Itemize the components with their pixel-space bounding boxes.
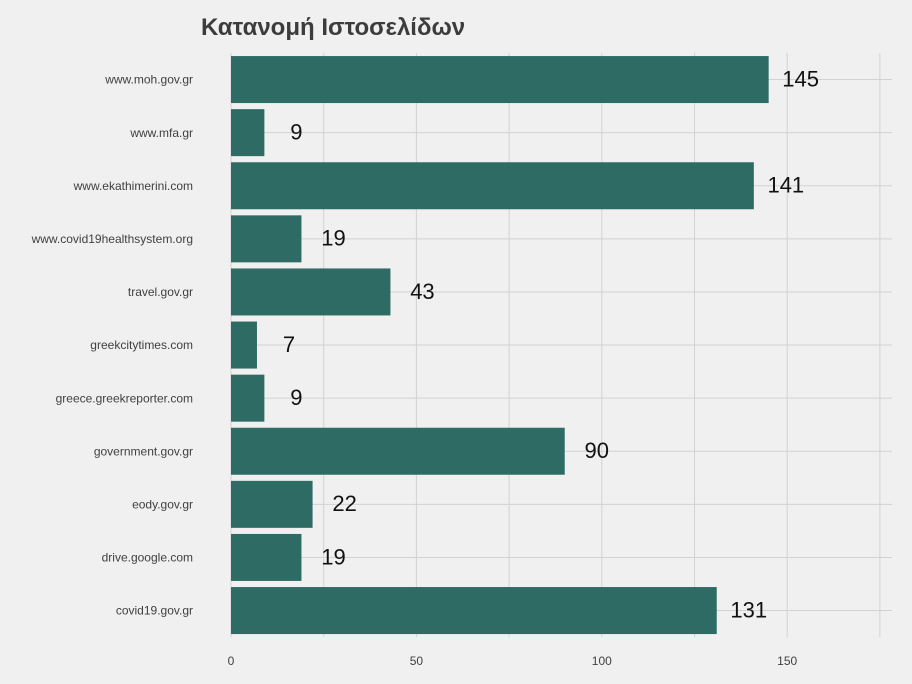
bar	[231, 109, 265, 157]
chart-title: Κατανομή Ιστοσελίδων	[201, 14, 466, 41]
x-tick-labels: 0 50 100 150	[228, 654, 798, 668]
y-tick-label: www.covid19healthsystem.org	[31, 232, 193, 246]
bar	[231, 427, 565, 475]
data-label: 43	[410, 279, 434, 304]
y-tick-label: government.gov.gr	[94, 444, 193, 458]
data-label: 9	[290, 119, 302, 144]
x-tick-label: 50	[410, 654, 424, 668]
y-tick-label: www.ekathimerini.com	[73, 179, 193, 193]
x-tick-label: 0	[228, 654, 235, 668]
y-tick-label: greece.greekreporter.com	[56, 391, 193, 405]
y-tick-label: www.mfa.gr	[129, 126, 193, 140]
bar	[231, 587, 717, 635]
data-label: 9	[290, 385, 302, 410]
data-label: 141	[767, 173, 804, 198]
x-tick-label: 150	[777, 654, 797, 668]
data-label: 131	[730, 597, 767, 622]
bar	[231, 56, 769, 104]
y-tick-label: greekcitytimes.com	[90, 338, 193, 352]
bar	[231, 268, 391, 316]
y-tick-label: travel.gov.gr	[128, 285, 193, 299]
data-label: 145	[782, 66, 819, 91]
bar	[231, 321, 257, 369]
y-tick-label: covid19.gov.gr	[116, 604, 193, 618]
x-tick-label: 100	[592, 654, 612, 668]
bar	[231, 374, 265, 422]
bar	[231, 162, 754, 210]
data-label: 19	[321, 544, 345, 569]
bar	[231, 533, 302, 581]
data-labels: 145 9 141 19 43 7 9 90 22 19 131	[283, 66, 819, 622]
data-label: 22	[332, 491, 356, 516]
data-label: 7	[283, 332, 295, 357]
data-label: 90	[584, 438, 608, 463]
y-tick-label: drive.google.com	[102, 551, 193, 565]
bar	[231, 480, 313, 528]
y-tick-labels: www.moh.gov.gr www.mfa.gr www.ekathimerini…	[31, 73, 193, 618]
data-label: 19	[321, 226, 345, 251]
bar	[231, 215, 302, 263]
y-tick-label: eody.gov.gr	[132, 498, 193, 512]
bars	[231, 56, 769, 635]
y-tick-label: www.moh.gov.gr	[104, 73, 193, 87]
